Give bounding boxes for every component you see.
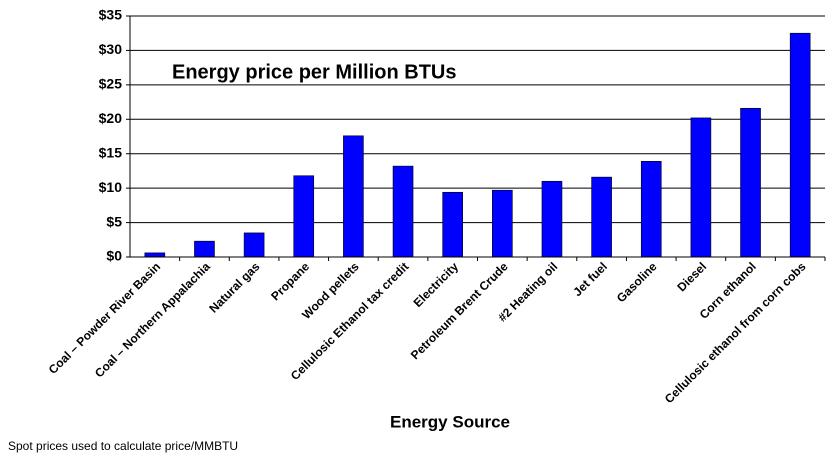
- x-tick-label: Electricity: [411, 259, 462, 310]
- bar: [343, 135, 364, 258]
- bar: [591, 176, 612, 258]
- bar: [541, 180, 563, 258]
- y-tick-label: $30: [99, 41, 123, 57]
- bar: [690, 117, 712, 258]
- y-tick-label: $15: [99, 144, 123, 160]
- bar: [492, 189, 513, 258]
- x-tick-label: Gasoline: [614, 259, 660, 305]
- bar: [740, 107, 761, 258]
- footnote: Spot prices used to calculate price/MMBT…: [8, 439, 238, 453]
- y-tick-label: $5: [106, 213, 122, 229]
- x-tick-label: Petroleum Brent Crude: [408, 259, 511, 362]
- bar: [243, 232, 265, 258]
- y-tick-label: $0: [106, 248, 122, 264]
- bar: [392, 165, 414, 258]
- x-tick-label: Jet fuel: [570, 259, 610, 299]
- y-tick-label: $25: [99, 76, 123, 92]
- x-tick-label: Propane: [268, 259, 312, 303]
- chart-title: Energy price per Million BTUs: [172, 61, 457, 83]
- x-tick-label: Natural gas: [206, 259, 262, 315]
- y-tick-label: $10: [99, 179, 123, 195]
- bar: [442, 191, 463, 258]
- y-tick-label: $20: [99, 110, 123, 126]
- x-tick-label: Diesel: [674, 259, 709, 294]
- bar: [293, 175, 315, 258]
- y-tick-label: $35: [99, 7, 123, 23]
- bar: [789, 32, 811, 258]
- bar: [194, 240, 215, 258]
- bar: [640, 160, 662, 258]
- x-axis-label: Energy Source: [390, 412, 510, 431]
- bar: [144, 252, 166, 258]
